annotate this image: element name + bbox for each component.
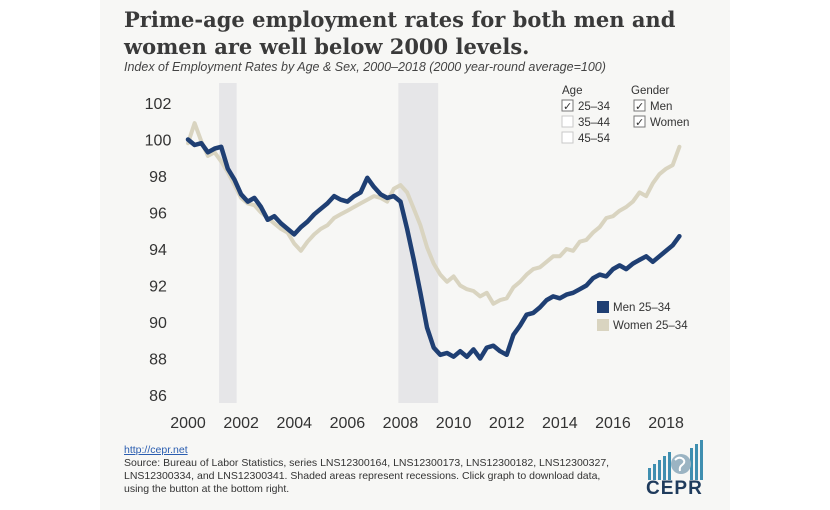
cepr-link[interactable]: http://cepr.net: [124, 444, 188, 456]
x-tick-label: 2014: [542, 415, 578, 432]
x-tick-label: 2018: [648, 415, 684, 432]
age-option-35-44[interactable]: 35–44: [561, 115, 611, 129]
age-label-45-54: 45–54: [578, 133, 611, 145]
age-checkbox-35-44[interactable]: [561, 115, 574, 128]
checkmark-icon: ✓: [635, 101, 644, 113]
x-tick-label: 2002: [223, 415, 259, 432]
x-tick-label: 2000: [170, 415, 206, 432]
source-note: Source: Bureau of Labor Statistics, seri…: [124, 457, 610, 495]
age-checkbox-25-34[interactable]: [561, 99, 574, 112]
age-heading: Age: [562, 85, 582, 97]
x-tick-label: 2008: [383, 415, 419, 432]
filter-legend: Age Gender ✓ 25–34 35–44 45–54 ✓ Men ✓ W…: [561, 85, 689, 145]
age-label-35-44: 35–44: [578, 117, 611, 129]
x-tick-label: 2010: [436, 415, 472, 432]
gender-checkbox-women[interactable]: [633, 115, 646, 128]
y-tick-label: 90: [149, 315, 167, 332]
y-tick-label: 92: [149, 279, 167, 296]
checkmark-icon: ✓: [635, 117, 644, 129]
series-line-men[interactable]: [185, 137, 682, 361]
series-layer: [185, 121, 682, 361]
x-axis-ticks: 2000 2002 2004 2006 2008 2010 2012 2014 2016 2018: [170, 415, 684, 432]
age-option-45-54[interactable]: 45–54: [561, 131, 611, 145]
recession-band-1: [219, 83, 237, 403]
y-tick-label: 94: [149, 242, 167, 259]
series-legend: Men 25–34 Women 25–34: [597, 301, 688, 332]
gender-option-women[interactable]: ✓ Women: [633, 115, 689, 129]
legend-label-women: Women 25–34: [613, 320, 688, 332]
recession-shading: [219, 83, 439, 403]
y-tick-label: 100: [145, 133, 172, 150]
gender-label-women: Women: [650, 117, 689, 129]
page-title: Prime-age employment rates for both men …: [124, 7, 676, 59]
gender-checkbox-men[interactable]: [633, 99, 646, 112]
legend-label-men: Men 25–34: [613, 302, 671, 314]
cepr-logo-icon: [648, 440, 703, 480]
y-tick-label: 98: [149, 169, 167, 186]
y-tick-label: 102: [145, 96, 172, 113]
gender-heading: Gender: [631, 85, 670, 97]
age-label-25-34: 25–34: [578, 101, 611, 113]
gender-option-men[interactable]: ✓ Men: [633, 99, 672, 113]
chart-subtitle: Index of Employment Rates by Age & Sex, …: [124, 60, 606, 74]
gender-label-men: Men: [650, 101, 672, 113]
x-tick-label: 2016: [595, 415, 631, 432]
cepr-logo-text: CEPR: [646, 478, 703, 499]
y-tick-label: 86: [149, 388, 167, 405]
y-tick-label: 88: [149, 352, 167, 369]
x-tick-label: 2006: [330, 415, 366, 432]
y-tick-label: 96: [149, 206, 167, 223]
age-checkbox-45-54[interactable]: [561, 131, 574, 144]
recession-band-2: [398, 83, 439, 403]
x-tick-label: 2012: [489, 415, 525, 432]
checkmark-icon: ✓: [563, 101, 572, 113]
source-footer: http://cepr.net Source: Bureau of Labor …: [124, 444, 624, 496]
y-axis-ticks: 86 88 90 92 94 96 98 100 102: [145, 96, 172, 405]
legend-swatch-women: [597, 319, 609, 331]
age-option-25-34[interactable]: ✓ 25–34: [561, 99, 611, 113]
x-tick-label: 2004: [276, 415, 312, 432]
legend-swatch-men: [597, 301, 609, 313]
